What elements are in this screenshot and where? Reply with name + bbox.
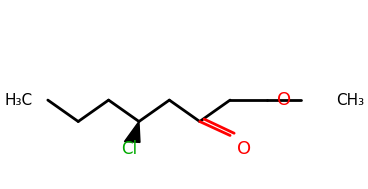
Text: O: O [237,139,251,157]
Text: O: O [277,91,291,109]
Polygon shape [124,122,140,142]
Text: Cl: Cl [121,139,137,157]
Text: CH₃: CH₃ [336,93,365,108]
Text: H₃C: H₃C [4,93,33,108]
